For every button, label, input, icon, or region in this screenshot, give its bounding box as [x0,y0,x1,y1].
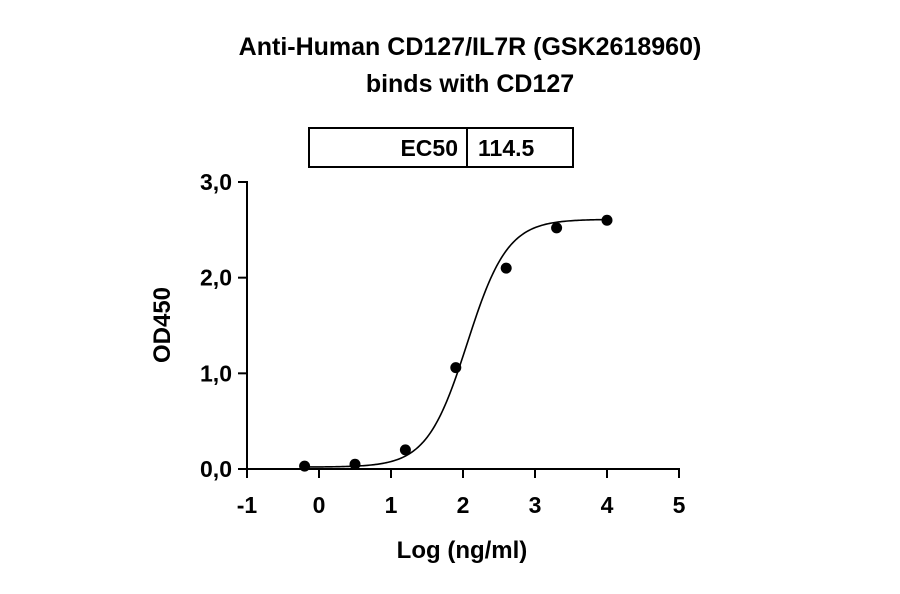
x-axis-ticks: -1 0 1 2 3 4 5 [237,469,686,518]
data-points [299,214,613,472]
x-tick-label: 5 [673,492,686,518]
fit-curve-line [304,218,608,468]
y-tick-label: 1,0 [200,360,232,386]
chart-title-line-1: Anti-Human CD127/IL7R (GSK2618960) [239,33,702,61]
chart-title-line-2: binds with CD127 [366,70,574,98]
ec50-value: 114.5 [478,135,534,161]
x-tick-label: 4 [601,492,614,518]
ec50-label: EC50 [400,135,458,161]
x-tick-label: 2 [457,492,470,518]
y-axis-ticks: 0,0 1,0 2,0 3,0 [200,169,247,482]
x-tick-label: -1 [237,492,258,518]
data-point [500,262,512,274]
y-tick-label: 2,0 [200,265,232,291]
x-tick-label: 3 [529,492,542,518]
axes [246,181,680,470]
data-point [551,222,563,234]
y-tick-label: 0,0 [200,456,232,482]
y-axis-label: OD450 [149,287,176,363]
y-tick-label: 3,0 [200,169,232,195]
ec50-box-frame [308,127,574,168]
data-point [349,458,361,470]
ec50-box: EC50 114.5 [308,127,574,168]
data-point [299,460,311,472]
x-axis-label: Log (ng/ml) [397,537,528,564]
data-point [601,214,613,226]
data-point [450,362,462,374]
x-tick-label: 0 [313,492,326,518]
x-tick-label: 1 [385,492,398,518]
data-point [399,444,411,456]
